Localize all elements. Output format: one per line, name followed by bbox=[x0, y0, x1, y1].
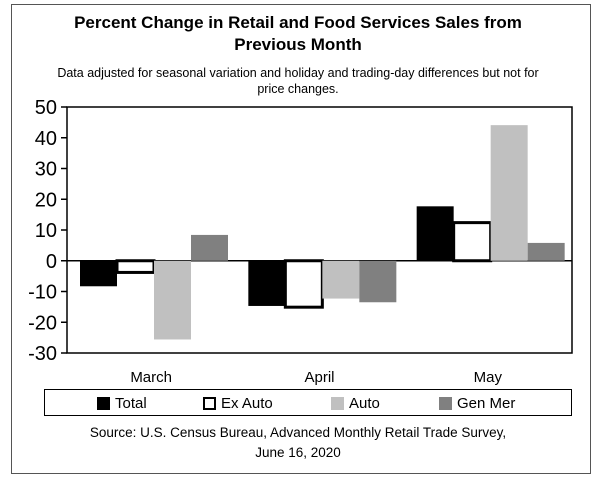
source-note: Source: U.S. Census Bureau, Advanced Mon… bbox=[0, 423, 596, 463]
legend-swatch-gen-mer bbox=[439, 396, 452, 410]
chart-subtitle-line1: Data adjusted for seasonal variation and… bbox=[57, 66, 539, 80]
x-category-label: April bbox=[304, 369, 334, 386]
y-tick-label: -10 bbox=[28, 282, 57, 304]
legend-item-total: Total bbox=[97, 394, 147, 412]
y-tick-label: -30 bbox=[28, 343, 57, 365]
legend-item-gen-mer: Gen Mer bbox=[439, 394, 515, 412]
bar-gen-mer-may bbox=[527, 242, 565, 261]
bar-total-march bbox=[80, 260, 117, 287]
bar-gen-mer-march bbox=[191, 234, 228, 261]
y-tick-label: 30 bbox=[35, 159, 57, 181]
source-line1: Source: U.S. Census Bureau, Advanced Mon… bbox=[89, 425, 507, 440]
bar-total-april bbox=[248, 260, 286, 306]
bar-auto-march bbox=[154, 260, 191, 340]
plot-area: 50 40 30 20 10 0 -10 -20 -30 March April May bbox=[28, 97, 573, 386]
chart-title: Percent Change in Retail and Food Servic… bbox=[0, 12, 596, 56]
legend-label-ex-auto: Ex Auto bbox=[221, 394, 273, 412]
y-tick-label: 40 bbox=[35, 128, 57, 150]
chart-subtitle-line2: price changes. bbox=[257, 82, 339, 96]
y-tick-label: 10 bbox=[35, 220, 57, 242]
legend-swatch-ex-auto bbox=[203, 396, 216, 410]
legend-label-gen-mer: Gen Mer bbox=[457, 394, 516, 412]
legend-label-auto: Auto bbox=[349, 394, 380, 412]
x-category-label: March bbox=[130, 369, 172, 386]
chart-title-line1: Percent Change in Retail and Food Servic… bbox=[74, 13, 522, 32]
legend-item-ex-auto: Ex Auto bbox=[203, 394, 273, 412]
bar-auto-april bbox=[322, 260, 360, 299]
legend-item-auto: Auto bbox=[331, 394, 380, 412]
y-tick-label: 50 bbox=[35, 97, 57, 119]
bar-auto-may bbox=[490, 125, 528, 261]
x-category-label: May bbox=[474, 369, 503, 386]
bar-total-may bbox=[416, 206, 454, 261]
chart-title-line2: Previous Month bbox=[234, 35, 362, 54]
legend-swatch-total bbox=[97, 396, 110, 410]
bar-ex-auto-april bbox=[283, 259, 324, 309]
legend-label-total: Total bbox=[115, 394, 147, 412]
legend: Total Ex Auto Auto Gen Mer bbox=[44, 389, 572, 416]
bar-ex-auto-may bbox=[452, 221, 493, 263]
source-line2: June 16, 2020 bbox=[255, 445, 341, 460]
bar-ex-auto-march bbox=[115, 259, 156, 274]
legend-swatch-auto bbox=[331, 396, 344, 410]
bar-gen-mer-april bbox=[359, 260, 397, 303]
y-tick-label: 0 bbox=[46, 251, 57, 273]
chart-subtitle: Data adjusted for seasonal variation and… bbox=[0, 65, 596, 97]
y-tick-label: -20 bbox=[28, 312, 57, 334]
y-tick-label: 20 bbox=[35, 189, 57, 211]
